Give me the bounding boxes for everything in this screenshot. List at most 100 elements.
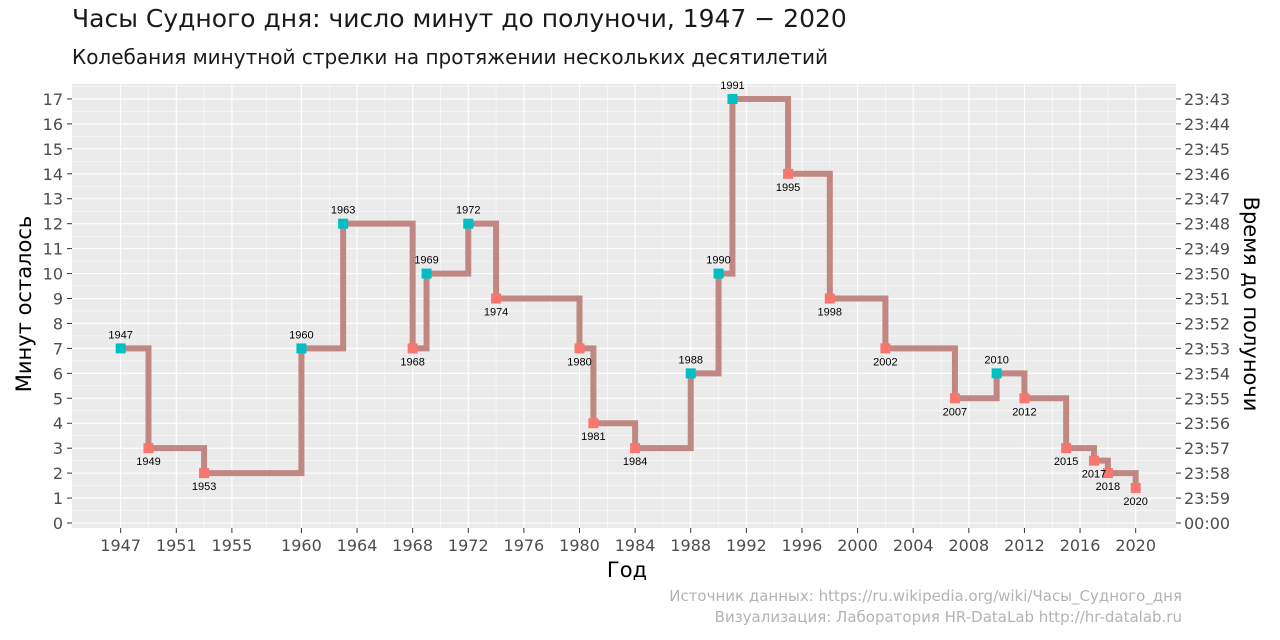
data-point <box>1130 483 1141 494</box>
source-caption: Источник данных: https://ru.wikipedia.or… <box>669 587 1182 605</box>
y-right-tick-label: 23:56 <box>1184 414 1230 433</box>
x-tick-label: 1960 <box>281 536 322 555</box>
data-point <box>115 343 126 354</box>
data-point <box>588 418 599 429</box>
point-label: 2018 <box>1096 481 1120 493</box>
point-label: 1949 <box>136 456 160 468</box>
x-tick-label: 1976 <box>504 536 545 555</box>
y-right-tick-label: 23:50 <box>1184 265 1230 284</box>
y-right-tick-label: 23:48 <box>1184 215 1230 234</box>
x-tick-label: 1972 <box>448 536 489 555</box>
y-right-tick-label: 23:55 <box>1184 389 1230 408</box>
point-label: 1972 <box>456 205 480 217</box>
x-tick-label: 1947 <box>100 536 141 555</box>
point-label: 1981 <box>581 431 605 443</box>
x-tick-label: 2012 <box>1004 536 1045 555</box>
y-tick-label: 13 <box>43 190 63 209</box>
point-label: 1998 <box>818 307 842 319</box>
data-point <box>338 218 349 229</box>
y-tick-label: 16 <box>43 115 63 134</box>
y-tick-label: 9 <box>53 290 63 309</box>
y-right-tick-label: 23:53 <box>1184 339 1230 358</box>
data-point <box>491 293 502 304</box>
x-tick-label: 1992 <box>726 536 767 555</box>
y-right-tick-label: 23:54 <box>1184 364 1230 383</box>
y-tick-label: 3 <box>53 439 63 458</box>
y-right-tick-label: 23:43 <box>1184 90 1230 109</box>
data-point <box>1088 455 1099 466</box>
y-axis-title: Минут осталось <box>12 216 36 393</box>
data-point <box>143 443 154 454</box>
point-label: 1947 <box>108 329 132 341</box>
x-tick-label: 2008 <box>948 536 989 555</box>
y-tick-label: 0 <box>53 514 63 533</box>
x-axis-title: Год <box>607 558 647 582</box>
point-label: 2020 <box>1123 496 1147 508</box>
y-tick-label: 6 <box>53 364 63 383</box>
y-right-tick-label: 00:00 <box>1184 514 1230 533</box>
data-point <box>296 343 307 354</box>
x-tick-label: 2016 <box>1060 536 1101 555</box>
point-label: 1990 <box>706 255 730 267</box>
point-label: 1995 <box>776 182 800 194</box>
point-label: 2017 <box>1082 469 1106 481</box>
y-tick-label: 15 <box>43 140 63 159</box>
point-label: 1988 <box>678 354 702 366</box>
chart-title: Часы Судного дня: число минут до полуноч… <box>72 4 847 33</box>
y-tick-label: 1 <box>53 489 63 508</box>
y-tick-label: 14 <box>43 165 63 184</box>
point-label: 1980 <box>567 356 591 368</box>
x-tick-label: 1964 <box>337 536 378 555</box>
data-point <box>421 268 432 279</box>
x-axis-ticks: 1947 1951 1955 1960 1964 1968 1972 1976 1980 1984… <box>100 528 1156 555</box>
point-label: 2010 <box>984 354 1008 366</box>
y-axis-right-title: Время до полуночи <box>1239 197 1263 412</box>
point-label: 2007 <box>943 406 967 418</box>
x-tick-label: 1968 <box>392 536 433 555</box>
y-tick-label: 11 <box>43 240 63 259</box>
data-points <box>115 93 1141 494</box>
point-label: 1963 <box>331 205 355 217</box>
y-tick-label: 2 <box>53 464 63 483</box>
data-point <box>199 468 210 479</box>
point-label: 1984 <box>623 456 647 468</box>
point-label: 2012 <box>1012 406 1036 418</box>
point-label: 1960 <box>289 329 313 341</box>
x-tick-label: 1980 <box>559 536 600 555</box>
y-right-tick-label: 23:47 <box>1184 190 1230 209</box>
y-right-tick-label: 23:57 <box>1184 439 1230 458</box>
y-tick-label: 5 <box>53 389 63 408</box>
data-point <box>713 268 724 279</box>
data-point <box>1061 443 1072 454</box>
y-tick-label: 8 <box>53 314 63 333</box>
x-tick-label: 1955 <box>212 536 253 555</box>
point-label: 1968 <box>400 356 424 368</box>
data-point <box>727 93 738 104</box>
y-right-tick-label: 23:59 <box>1184 489 1230 508</box>
data-point <box>1102 468 1113 479</box>
point-label: 1953 <box>192 481 216 493</box>
y-tick-label: 4 <box>53 414 63 433</box>
data-point <box>783 168 794 179</box>
point-label: 1991 <box>720 80 744 92</box>
y-axis-right-ticks: 00:00 23:59 23:58 23:57 23:56 23:55 23:54 23:53… <box>1176 90 1230 533</box>
y-right-tick-label: 23:46 <box>1184 165 1230 184</box>
x-tick-label: 2020 <box>1115 536 1156 555</box>
chart-subtitle: Колебания минутной стрелки на протяжении… <box>72 45 828 69</box>
x-tick-label: 1951 <box>156 536 197 555</box>
data-point <box>949 393 960 404</box>
plot-panel <box>72 84 1176 528</box>
point-label: 1969 <box>414 255 438 267</box>
y-tick-label: 17 <box>43 90 63 109</box>
data-point <box>1019 393 1030 404</box>
y-right-tick-label: 23:51 <box>1184 290 1230 309</box>
data-point <box>407 343 418 354</box>
x-tick-label: 2004 <box>893 536 934 555</box>
y-right-tick-label: 23:44 <box>1184 115 1230 134</box>
y-tick-label: 12 <box>43 215 63 234</box>
x-tick-label: 1988 <box>670 536 711 555</box>
data-point <box>991 368 1002 379</box>
point-labels: 1947 1949 1953 1960 1963 1968 1969 1972 1974 1980… <box>108 80 1147 508</box>
y-right-tick-label: 23:52 <box>1184 314 1230 333</box>
